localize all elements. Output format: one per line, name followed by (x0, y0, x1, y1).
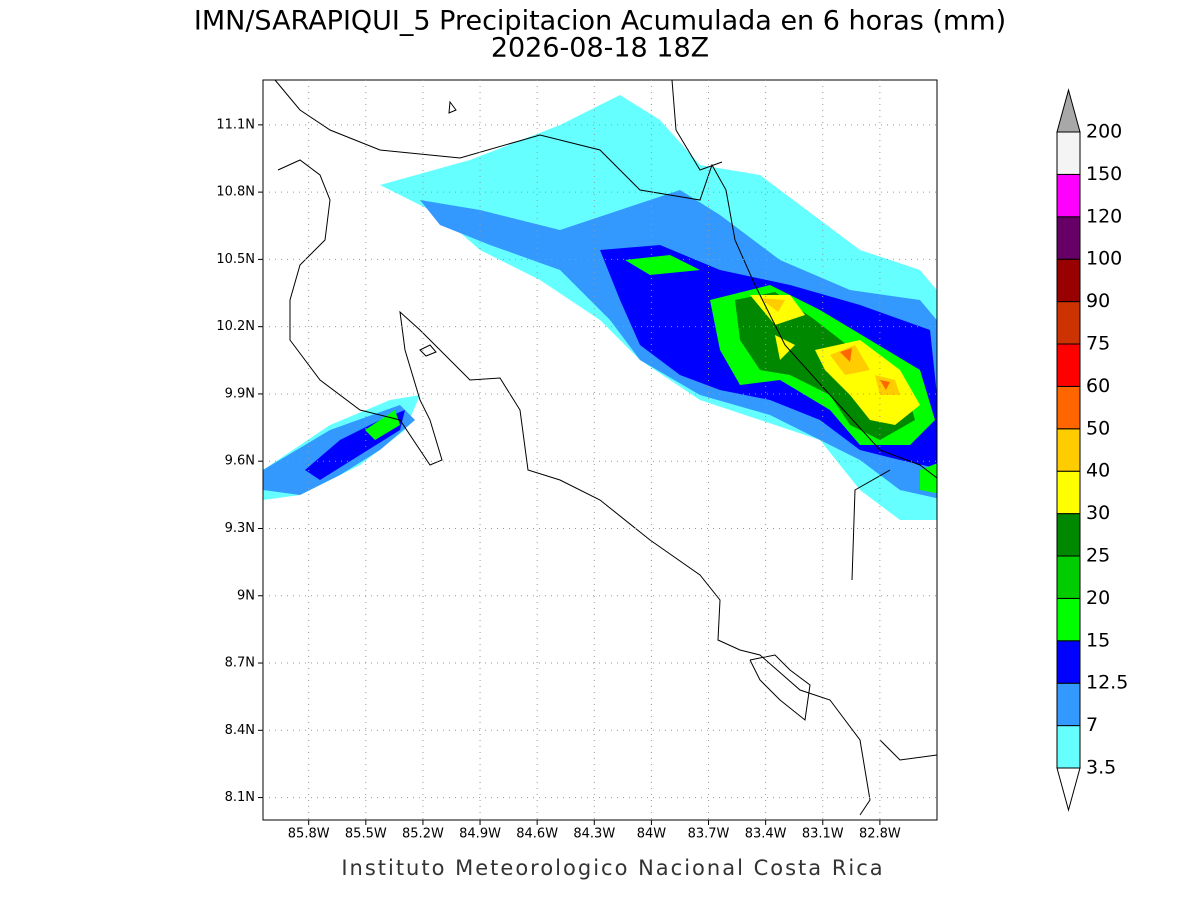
colorbar-label: 100 (1086, 248, 1122, 270)
colorbar-bin (1056, 301, 1081, 345)
y-tick-label: 9N (237, 588, 255, 603)
y-tick-label: 9.6N (225, 454, 255, 469)
colorbar-bin (1056, 385, 1081, 430)
y-tick-label: 9.9N (225, 386, 255, 401)
y-tick-label: 9.3N (225, 521, 255, 536)
x-tick-label: 85.2W (402, 827, 444, 842)
colorbar-bin (1056, 597, 1081, 642)
colorbar-bin (1056, 343, 1081, 387)
colorbar-bin (1056, 216, 1081, 260)
y-tick-label: 10.8N (216, 185, 255, 200)
x-tick-label: 85.8W (288, 827, 330, 842)
colorbar-under (1056, 767, 1081, 812)
map-frame (262, 79, 938, 821)
x-tick-label: 82.8W (859, 827, 901, 842)
colorbar-label: 30 (1086, 502, 1110, 524)
x-tick-label: 83.1W (802, 827, 844, 842)
colorbar-label: 90 (1086, 290, 1110, 312)
y-tick-label: 8.1N (225, 790, 255, 805)
colorbar-label: 60 (1086, 375, 1110, 397)
colorbar-bin (1056, 682, 1081, 727)
y-tick-label: 10.5N (216, 252, 255, 267)
y-tick-label: 10.2N (216, 319, 255, 334)
colorbar-bin (1056, 513, 1081, 557)
colorbar-label: 200 (1086, 121, 1122, 143)
y-tick-label: 8.4N (225, 723, 255, 738)
coastlines (274, 79, 938, 816)
colorbar-label: 12.5 (1086, 672, 1128, 694)
colorbar-bin (1056, 173, 1081, 218)
colorbar-over (1056, 88, 1081, 133)
colorbar-label: 40 (1086, 460, 1110, 482)
x-tick-label: 83.7W (688, 827, 730, 842)
x-tick-label: 84.6W (516, 827, 558, 842)
colorbar-bin (1056, 640, 1081, 684)
colorbar-label: 15 (1086, 629, 1110, 651)
x-tick-label: 84.3W (573, 827, 615, 842)
colorbar-label: 75 (1086, 333, 1110, 355)
colorbar-label: 20 (1086, 587, 1110, 609)
x-tick-label: 83.4W (745, 827, 787, 842)
y-tick-label: 8.7N (225, 656, 255, 671)
colorbar-bin (1056, 470, 1081, 515)
colorbar-bin (1056, 725, 1081, 769)
precip-field (263, 95, 937, 520)
x-tick-label: 84W (637, 827, 667, 842)
colorbar-label: 25 (1086, 545, 1110, 567)
x-tick-label: 84.9W (459, 827, 501, 842)
colorbar-label: 120 (1086, 205, 1122, 227)
colorbar-label: 50 (1086, 417, 1110, 439)
map-subtitle: 2026-08-18 18Z (491, 33, 709, 64)
colorbar-label: 3.5 (1086, 757, 1116, 779)
colorbar-bin (1056, 258, 1081, 303)
colorbar-label: 150 (1086, 163, 1122, 185)
colorbar-label: 7 (1086, 714, 1098, 736)
colorbar-bin (1056, 428, 1081, 472)
colorbar-bin (1056, 131, 1081, 175)
footer: Instituto Meteorologico Nacional Costa R… (341, 856, 884, 880)
x-tick-label: 85.5W (345, 827, 387, 842)
colorbar-bin (1056, 555, 1081, 599)
map-title: IMN/SARAPIQUI_5 Precipitacion Acumulada … (194, 6, 1006, 37)
y-tick-label: 11.1N (216, 117, 255, 132)
